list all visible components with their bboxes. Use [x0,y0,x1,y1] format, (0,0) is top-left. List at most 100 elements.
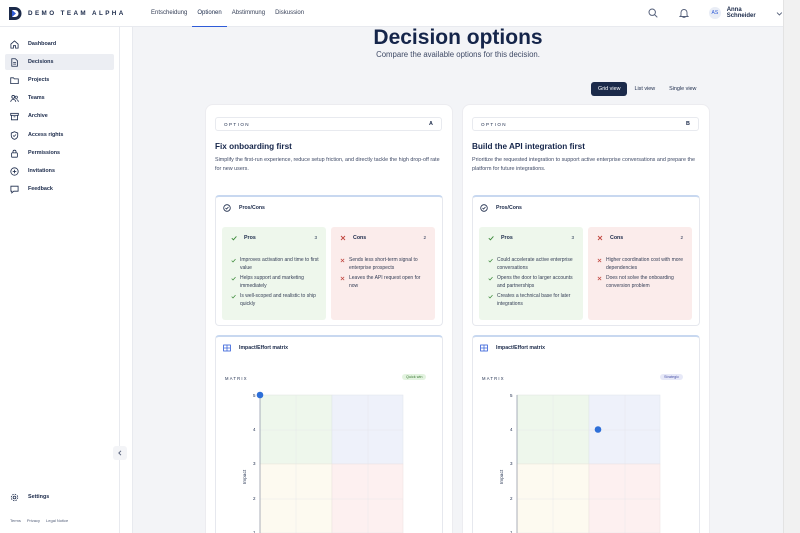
quadrant-avoid [588,463,661,533]
panel-title: Impact/Effort matrix [239,345,289,351]
archive-icon [10,112,19,120]
footer-links: Terms Privacy Legal Notice [10,518,74,523]
grid-icon [223,344,231,352]
sidebar-item-permissions[interactable]: Permissions [5,145,114,161]
option-card-a: OPTION A Fix onboarding first Simplify t… [205,104,453,533]
sidebar-item-projects[interactable]: Projects [5,72,114,88]
panel-header: Impact/Effort matrix [223,344,288,352]
check-icon [231,236,237,241]
cons-list: Sends less short-term signal to enterpri… [340,256,430,292]
axis-label: Impact [242,469,248,484]
tick-label: 3 [253,461,256,466]
tab-abstimmung[interactable]: Abstimmung [231,10,266,16]
plus-circle-icon [10,166,19,176]
x-icon [597,276,602,281]
tick-label: 3 [510,461,513,466]
list-item: Higher coordination cost with more depen… [597,256,687,272]
sidebar-item-dashboard[interactable]: Dashboard [5,36,114,52]
option-label: OPTION [481,122,508,127]
sidebar-item-feedback[interactable]: Feedback [5,181,114,197]
option-a-dot[interactable] [256,391,264,399]
sidebar-item-label: Permissions [28,150,61,156]
cons-box: Cons 2 Higher coordination cost with mor… [588,227,692,320]
option-title: Build the API integration first [472,142,585,151]
sidebar-item-settings[interactable]: Settings [5,489,114,505]
sidebar-item-teams[interactable]: Teams [5,90,114,106]
pros-cons-panel: Pros/Cons Pros 3 Improves activation and… [215,195,443,326]
check-icon [488,258,493,263]
document-icon [11,57,18,67]
tick-label: 2 [253,496,256,501]
user-menu[interactable]: AS Anna Schneider [709,7,783,19]
quadrant-strategic [331,394,404,465]
grid-view-button[interactable]: Grid view [591,82,628,96]
lock-icon [11,149,18,158]
gear-icon [10,493,19,501]
check-icon [488,236,494,241]
home-icon [10,39,19,49]
sidebar-item-label: Settings [28,494,50,500]
check-icon [488,276,493,281]
pros-list: Improves activation and time to first va… [231,256,321,310]
pros-box: Pros 3 Improves activation and time to f… [222,227,326,320]
search-icon[interactable] [648,8,658,18]
sidebar-item-access-rights[interactable]: Access rights [5,127,114,143]
panel-header: Pros/Cons [480,204,522,212]
users-icon [10,94,19,102]
brand[interactable]: DEMO TEAM ALPHA [9,7,126,20]
x-icon [340,235,346,241]
tab-optionen[interactable]: Optionen [192,0,227,27]
impact-effort-matrix: 5 4 3 2 1 Impact [242,391,404,533]
list-item: Helps support and marketing immediately [231,274,321,290]
sidebar-item-decisions[interactable]: Decisions [5,54,114,70]
tab-entscheidung[interactable]: Entscheidung [151,10,188,16]
sidebar-item-label: Teams [28,95,45,101]
cons-header: Cons 2 [597,235,683,241]
sidebar-item-label: Dashboard [28,41,57,47]
tab-diskussion[interactable]: Diskussion [275,10,305,16]
cons-title: Cons [610,235,624,241]
matrix-label: MATRIX [482,376,505,381]
option-description: Prioritize the requested integration to … [472,157,695,172]
impact-effort-panel: Impact/Effort matrix MATRIX Strategic 5 … [472,335,700,533]
pros-count: 3 [314,235,317,240]
impact-effort-panel: Impact/Effort matrix MATRIX Quick win 5 … [215,335,443,533]
brand-name: DEMO TEAM ALPHA [28,10,126,17]
list-view-button[interactable]: List view [634,86,656,92]
sidebar-item-label: Feedback [28,186,53,192]
pros-title: Pros [501,235,513,241]
axis-label: Impact [499,469,505,484]
x-icon [340,276,345,281]
sidebar-item-archive[interactable]: Archive [5,108,114,124]
option-title: Fix onboarding first [215,142,292,151]
pros-count: 3 [571,235,574,240]
view-toggle: Grid view List view Single view [591,82,703,96]
bell-icon[interactable] [679,8,689,18]
panel-title: Pros/Cons [496,205,522,211]
option-description: Simplify the first-run experience, reduc… [215,157,440,172]
check-icon [231,258,236,263]
tick-label: 4 [510,427,513,432]
scrollbar[interactable] [783,0,800,533]
option-card-b: OPTION B Build the API integration first… [462,104,710,533]
panel-header: Impact/Effort matrix [480,344,545,352]
option-b-dot[interactable] [594,426,602,433]
sidebar-gutter [120,27,133,533]
single-view-button[interactable]: Single view [669,86,697,92]
check-circle-icon [480,204,488,212]
user-name: Anna Schneider [726,7,756,19]
pros-header: Pros 3 [488,235,574,241]
privacy-link[interactable]: Privacy [26,518,41,523]
chevron-left-icon [118,450,122,456]
sidebar-collapse-button[interactable] [113,446,127,460]
list-item: Could accelerate active enterprise conve… [488,256,578,272]
sidebar-item-label: Archive [28,113,48,119]
sidebar-item-invitations[interactable]: Invitations [5,163,114,179]
x-icon [597,258,602,263]
terms-link[interactable]: Terms [10,518,21,523]
panel-title: Pros/Cons [239,205,265,211]
matrix-badge: Strategic [660,374,683,380]
tick-label: 4 [253,427,256,432]
legal-notice-link[interactable]: Legal Notice [46,518,69,523]
sidebar: Dashboard Decisions Projects Teams Archi… [0,27,120,533]
